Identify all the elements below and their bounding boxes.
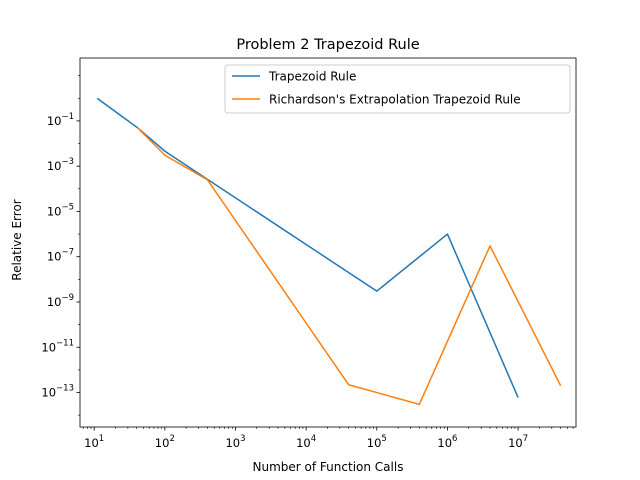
y-tick-label: 10−11 [41,338,74,354]
x-tick-label: 106 [437,434,457,450]
legend: Trapezoid Rule Richardson's Extrapolation… [224,64,571,114]
legend-box [224,64,571,114]
y-axis-label: Relative Error [10,199,24,281]
x-tick-label: 105 [367,434,387,450]
x-axis-label: Number of Function Calls [253,460,404,474]
series-line-2 [136,127,562,406]
x-tick-label: 104 [296,434,316,450]
chart-title: Problem 2 Trapezoid Rule [236,37,419,53]
y-tick-label: 10−9 [47,293,74,309]
x-tick-label: 101 [84,434,104,450]
y-tick-label: 10−1 [47,112,74,128]
legend-label-1: Trapezoid Rule [268,70,356,84]
series-line-1 [96,97,519,398]
legend-label-2: Richardson's Extrapolation Trapezoid Rul… [269,93,521,107]
x-tick-label: 102 [155,434,175,450]
axes-frame [79,57,577,428]
series-group [96,97,562,406]
y-tick-label: 10−7 [47,248,74,264]
x-tick-label: 107 [508,434,528,450]
y-tick-label: 10−13 [41,384,74,400]
plot-area: 101 102 103 104 105 106 107 10−1 10−3 10−5 10−7 10−… [41,57,577,450]
x-tick-label: 103 [225,434,245,450]
y-tick-label: 10−5 [47,202,74,218]
y-tick-label: 10−3 [47,157,74,173]
